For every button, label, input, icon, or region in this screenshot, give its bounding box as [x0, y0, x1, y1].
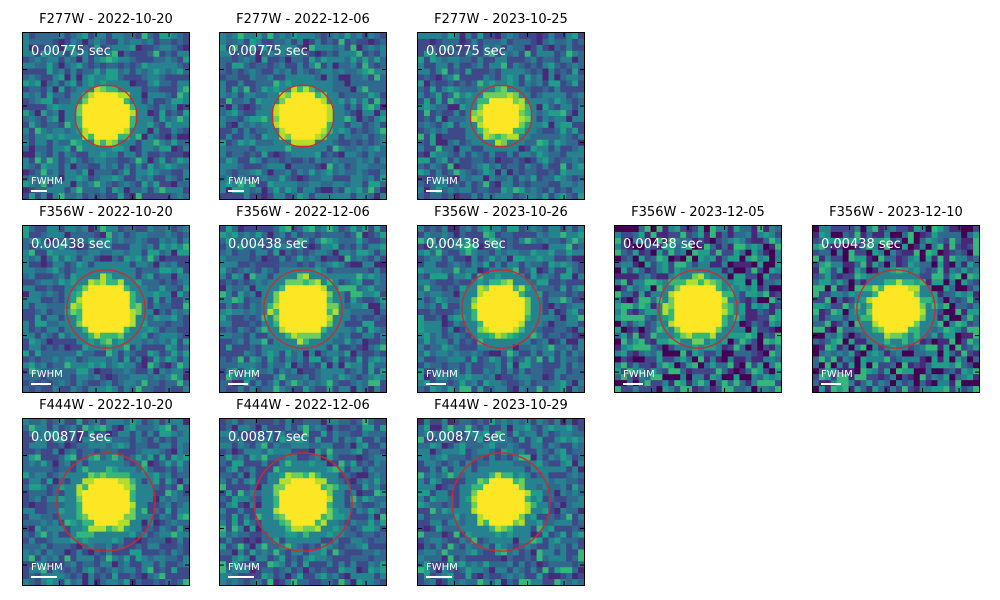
cutout-image	[418, 33, 584, 199]
aperture-circle	[66, 269, 146, 349]
aperture-circle	[469, 84, 533, 148]
aperture-circle	[461, 269, 541, 349]
fwhm-scale-bar	[31, 576, 57, 578]
fwhm-label: FWHM	[821, 369, 853, 380]
fwhm-scale-bar	[228, 190, 244, 192]
cutout-image	[23, 226, 189, 392]
panel-title: F444W - 2023-10-29	[434, 398, 568, 413]
fwhm-scale-bar	[821, 383, 841, 385]
aperture-circle	[451, 452, 551, 552]
fwhm-label: FWHM	[228, 562, 260, 573]
panel-title: F356W - 2023-10-26	[434, 205, 568, 220]
fwhm-label: FWHM	[228, 369, 260, 380]
exposure-label: 0.00438 sec	[821, 237, 901, 252]
fwhm-label: FWHM	[623, 369, 655, 380]
fwhm-label: FWHM	[31, 562, 63, 573]
exposure-label: 0.00877 sec	[228, 430, 308, 445]
panel-title: F277W - 2023-10-25	[434, 12, 568, 27]
image-cutout: 0.00775 sec FWHM	[417, 32, 585, 200]
fwhm-scale-bar	[426, 383, 446, 385]
aperture-circle	[56, 452, 156, 552]
cutout-image	[418, 419, 584, 585]
fwhm-label: FWHM	[426, 562, 458, 573]
exposure-label: 0.00438 sec	[623, 237, 703, 252]
cutout-image	[220, 33, 386, 199]
panel-title: F356W - 2023-12-05	[631, 205, 765, 220]
exposure-label: 0.00438 sec	[426, 237, 506, 252]
image-cutout: 0.00775 sec FWHM	[22, 32, 190, 200]
fwhm-label: FWHM	[31, 369, 63, 380]
fwhm-label: FWHM	[426, 176, 458, 187]
fwhm-scale-bar	[426, 576, 452, 578]
panel-title: F356W - 2022-12-06	[236, 205, 370, 220]
panel-title: F356W - 2022-10-20	[39, 205, 173, 220]
cutout-image	[220, 226, 386, 392]
fwhm-label: FWHM	[31, 176, 63, 187]
image-cutout: 0.00877 sec FWHM	[417, 418, 585, 586]
exposure-label: 0.00438 sec	[31, 237, 111, 252]
image-cutout: 0.00438 sec FWHM	[417, 225, 585, 393]
cutout-image	[615, 226, 781, 392]
exposure-label: 0.00877 sec	[426, 430, 506, 445]
fwhm-label: FWHM	[426, 369, 458, 380]
fwhm-scale-bar	[228, 576, 254, 578]
image-cutout: 0.00438 sec FWHM	[22, 225, 190, 393]
aperture-circle	[658, 269, 738, 349]
exposure-label: 0.00438 sec	[228, 237, 308, 252]
cutout-image	[813, 226, 979, 392]
exposure-label: 0.00877 sec	[31, 430, 111, 445]
image-cutout: 0.00438 sec FWHM	[614, 225, 782, 393]
fwhm-label: FWHM	[228, 176, 260, 187]
cutout-image	[418, 226, 584, 392]
aperture-circle	[263, 269, 343, 349]
panel-title: F444W - 2022-12-06	[236, 398, 370, 413]
fwhm-scale-bar	[31, 383, 51, 385]
image-cutout: 0.00877 sec FWHM	[22, 418, 190, 586]
cutout-image	[23, 419, 189, 585]
aperture-circle	[856, 269, 936, 349]
aperture-circle	[271, 84, 335, 148]
image-cutout: 0.00438 sec FWHM	[219, 225, 387, 393]
panel-title: F277W - 2022-12-06	[236, 12, 370, 27]
panel-title: F277W - 2022-10-20	[39, 12, 173, 27]
fwhm-scale-bar	[426, 190, 442, 192]
aperture-circle	[74, 84, 138, 148]
cutout-image	[23, 33, 189, 199]
exposure-label: 0.00775 sec	[228, 44, 308, 59]
image-cutout: 0.00438 sec FWHM	[812, 225, 980, 393]
image-cutout: 0.00877 sec FWHM	[219, 418, 387, 586]
fwhm-scale-bar	[228, 383, 248, 385]
image-cutout: 0.00775 sec FWHM	[219, 32, 387, 200]
panel-title: F444W - 2022-10-20	[39, 398, 173, 413]
panel-title: F356W - 2023-12-10	[829, 205, 963, 220]
fwhm-scale-bar	[31, 190, 47, 192]
fwhm-scale-bar	[623, 383, 643, 385]
aperture-circle	[253, 452, 353, 552]
exposure-label: 0.00775 sec	[31, 44, 111, 59]
exposure-label: 0.00775 sec	[426, 44, 506, 59]
cutout-image	[220, 419, 386, 585]
